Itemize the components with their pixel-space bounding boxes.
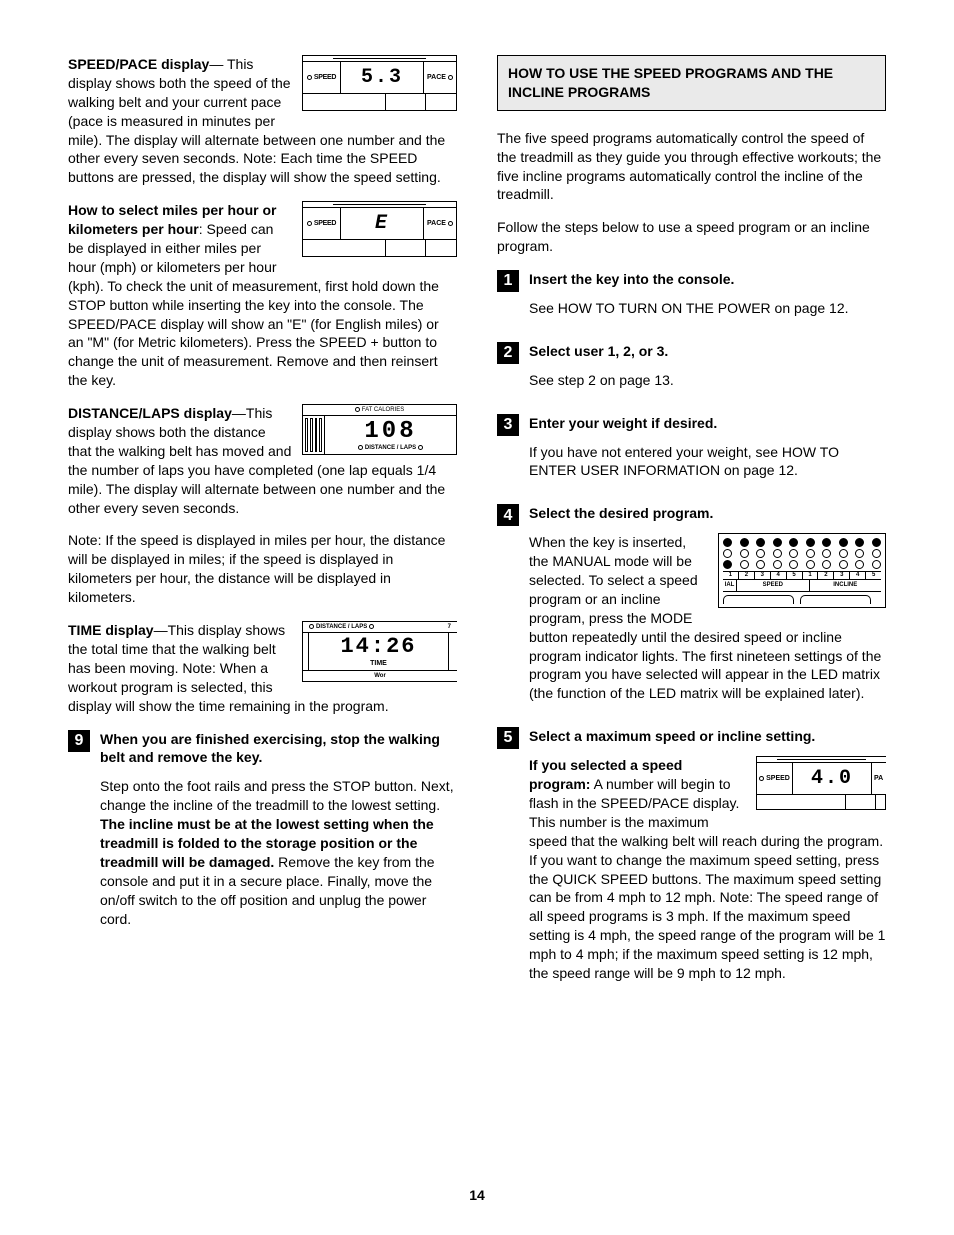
fig-value: 14:26 bbox=[309, 633, 448, 658]
step-title: Enter your weight if desired. bbox=[529, 414, 886, 433]
step-1: 1 Insert the key into the console. See H… bbox=[497, 270, 886, 330]
led-matrix-figure: 1234512345 IAL SPEED INCLINE bbox=[718, 533, 886, 607]
fig-label: PA bbox=[872, 763, 886, 794]
fig-label: DISTANCE / LAPS bbox=[365, 445, 416, 451]
fig-value: 5.3 bbox=[341, 62, 424, 93]
distance-figure: FAT CALORIES 108 DISTANCE / LAPS bbox=[302, 404, 457, 455]
two-column-layout: SPEED 5.3 PACE SPEED/PACE display— This … bbox=[68, 55, 886, 1007]
section-heading-box: HOW TO USE THE SPEED PROGRAMS AND THE IN… bbox=[497, 55, 886, 111]
speedpace-figure: SPEED 5.3 PACE bbox=[302, 55, 457, 111]
fig-label: TIME bbox=[309, 658, 448, 669]
heading: DISTANCE/LAPS display bbox=[68, 405, 232, 421]
step-number-icon: 9 bbox=[68, 730, 90, 752]
distance-note: Note: If the speed is displayed in miles… bbox=[68, 531, 457, 607]
step-4: 4 Select the desired program. 1234512345… bbox=[497, 504, 886, 715]
step-number-icon: 1 bbox=[497, 270, 519, 292]
page-number: 14 bbox=[0, 1186, 954, 1205]
heading: TIME display bbox=[68, 622, 154, 638]
speedpace-block: SPEED 5.3 PACE SPEED/PACE display— This … bbox=[68, 55, 457, 187]
distance-block: FAT CALORIES 108 DISTANCE / LAPS DISTANC… bbox=[68, 404, 457, 517]
fig-top-label: DISTANCE / LAPS bbox=[316, 624, 367, 630]
units-block: SPEED E PACE How to select miles per hou… bbox=[68, 201, 457, 390]
step-text: SPEED 4.0 PA If you selected a speed pro… bbox=[529, 756, 886, 983]
right-column: HOW TO USE THE SPEED PROGRAMS AND THE IN… bbox=[497, 55, 886, 1007]
step-3: 3 Enter your weight if desired. If you h… bbox=[497, 414, 886, 493]
step-number-icon: 5 bbox=[497, 727, 519, 749]
fig-value: 108 bbox=[325, 416, 456, 444]
units-figure: SPEED E PACE bbox=[302, 201, 457, 257]
step-text: Step onto the foot rails and press the S… bbox=[100, 777, 457, 928]
heading: SPEED/PACE display bbox=[68, 56, 209, 72]
step-number-icon: 2 bbox=[497, 342, 519, 364]
time-figure: DISTANCE / LAPS 7 14:26 TIME Wor bbox=[302, 621, 457, 682]
fig-label: SPEED bbox=[314, 73, 336, 82]
step-title: Select a maximum speed or incline settin… bbox=[529, 727, 886, 746]
step-text: See HOW TO TURN ON THE POWER on page 12. bbox=[529, 299, 886, 318]
fig-label: PACE bbox=[427, 219, 446, 228]
fig-top-label: FAT CALORIES bbox=[362, 407, 404, 413]
speed-setting-figure: SPEED 4.0 PA bbox=[756, 756, 886, 810]
step-title: When you are finished exercising, stop t… bbox=[100, 730, 457, 768]
step-text: 1234512345 IAL SPEED INCLINE When the ke… bbox=[529, 533, 886, 703]
step-number-icon: 4 bbox=[497, 504, 519, 526]
intro-para: Follow the steps below to use a speed pr… bbox=[497, 218, 886, 256]
fig-label: SPEED bbox=[766, 774, 790, 783]
time-block: DISTANCE / LAPS 7 14:26 TIME Wor TIME di… bbox=[68, 621, 457, 715]
fig-label: PACE bbox=[427, 73, 446, 82]
fig-value: E bbox=[341, 208, 424, 239]
step-title: Select user 1, 2, or 3. bbox=[529, 342, 886, 361]
step-text: See step 2 on page 13. bbox=[529, 371, 886, 390]
step-title: Insert the key into the console. bbox=[529, 270, 886, 289]
step-5: 5 Select a maximum speed or incline sett… bbox=[497, 727, 886, 995]
left-column: SPEED 5.3 PACE SPEED/PACE display— This … bbox=[68, 55, 457, 1007]
step-9: 9 When you are finished exercising, stop… bbox=[68, 730, 457, 941]
step-number-icon: 3 bbox=[497, 414, 519, 436]
fig-label: SPEED bbox=[314, 219, 336, 228]
step-title: Select the desired program. bbox=[529, 504, 886, 523]
step-text: If you have not entered your weight, see… bbox=[529, 443, 886, 481]
intro-para: The five speed programs automatically co… bbox=[497, 129, 886, 205]
fig-value: 4.0 bbox=[793, 763, 872, 794]
step-2: 2 Select user 1, 2, or 3. See step 2 on … bbox=[497, 342, 886, 402]
